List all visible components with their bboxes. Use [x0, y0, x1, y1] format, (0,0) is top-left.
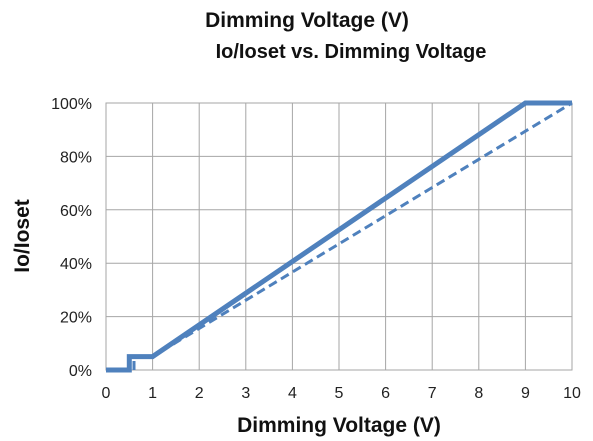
- chart-title: Io/Ioset vs. Dimming Voltage: [216, 41, 487, 63]
- y-tick-label: 100%: [51, 96, 92, 113]
- plot-area: [105, 102, 573, 371]
- x-tick-label: 6: [381, 385, 390, 402]
- x-tick-label: 10: [563, 385, 581, 402]
- y-tick-label: 80%: [60, 149, 92, 166]
- y-tick-label: 0%: [69, 363, 92, 380]
- y-axis-label: Io/Ioset: [11, 199, 34, 273]
- x-tick-label: 9: [521, 385, 530, 402]
- series-layer: [106, 100, 573, 373]
- x-tick-label: 4: [288, 385, 297, 402]
- x-axis-label: Dimming Voltage (V): [237, 414, 441, 437]
- x-tick-label: 7: [428, 385, 437, 402]
- x-axis-ticks: 0 1 2 3 4 5 6 7 8 9 10: [102, 385, 581, 402]
- y-axis-ticks: 0% 20% 40% 60% 80% 100%: [51, 96, 92, 380]
- x-tick-label: 3: [241, 385, 250, 402]
- x-tick-label: 2: [195, 385, 204, 402]
- plot-border: [105, 102, 573, 371]
- x-tick-label: 0: [102, 385, 111, 402]
- chart-supertitle: Dimming Voltage (V): [205, 9, 409, 32]
- y-tick-label: 60%: [60, 203, 92, 220]
- x-tick-label: 5: [335, 385, 344, 402]
- y-tick-label: 40%: [60, 256, 92, 273]
- x-tick-label: 8: [474, 385, 483, 402]
- x-tick-label: 1: [148, 385, 157, 402]
- grid-lines: [105, 102, 573, 371]
- series-line-dashed: [132, 101, 573, 370]
- y-tick-label: 20%: [60, 310, 92, 327]
